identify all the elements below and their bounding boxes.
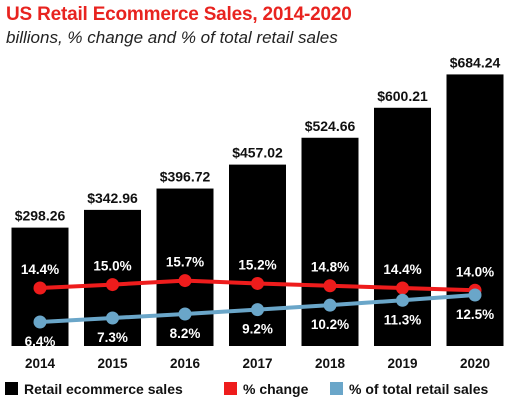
pct-of-total-point-2016: [178, 307, 192, 321]
chart-subtitle: billions, % change and % of total retail…: [6, 28, 338, 47]
pct-change-label-2019: 14.4%: [383, 262, 421, 277]
pct-of-total-point-2017: [251, 303, 264, 317]
x-tick-2015: 2015: [97, 356, 128, 371]
bar-2020: [446, 74, 504, 346]
bar-value-label-2019: $600.21: [377, 88, 428, 104]
x-tick-2016: 2016: [170, 356, 201, 371]
pct-of-total-point-2019: [396, 293, 409, 307]
legend-label-retail-sales: Retail ecommerce sales: [24, 381, 183, 397]
legend-swatch-pct-change: [224, 382, 237, 395]
legend-label-pct-change: % change: [243, 381, 309, 397]
bar-value-label-2014: $298.26: [15, 208, 66, 224]
bar-2015: [84, 209, 141, 346]
bar-2017: [229, 164, 286, 346]
legend-swatch-pct-of-total: [330, 382, 343, 395]
bar-value-label-2016: $396.72: [160, 169, 211, 185]
pct-of-total-label-2018: 10.2%: [311, 317, 349, 332]
pct-of-total-point-2014: [33, 315, 47, 329]
legend-swatch-retail-sales: [5, 382, 18, 395]
pct-change-label-2017: 15.2%: [238, 257, 276, 272]
pct-of-total-label-2016: 8.2%: [170, 326, 201, 341]
x-tick-2017: 2017: [242, 356, 272, 371]
pct-change-point-2016: [178, 274, 192, 288]
pct-of-total-label-2020: 12.5%: [456, 307, 494, 322]
pct-of-total-point-2018: [323, 298, 337, 312]
x-tick-2014: 2014: [25, 356, 56, 371]
pct-change-point-2017: [251, 276, 264, 290]
legend-label-pct-of-total: % of total retail sales: [349, 381, 488, 397]
bar-2019: [374, 107, 431, 347]
pct-change-label-2016: 15.7%: [166, 255, 204, 270]
pct-of-total-point-2020: [468, 288, 482, 302]
pct-of-total-label-2017: 9.2%: [242, 322, 273, 337]
pct-change-point-2018: [323, 279, 337, 293]
pct-change-label-2018: 14.8%: [311, 260, 349, 275]
bar-value-label-2020: $684.24: [450, 54, 501, 70]
pct-of-total-label-2014: 6.4%: [25, 334, 56, 349]
pct-of-total-label-2015: 7.3%: [97, 330, 128, 345]
pct-change-point-2019: [396, 281, 409, 295]
bar-value-label-2015: $342.96: [87, 190, 138, 206]
x-tick-2020: 2020: [460, 356, 490, 371]
bar-value-label-2018: $524.66: [305, 118, 356, 134]
x-tick-2019: 2019: [387, 356, 417, 371]
chart-title: US Retail Ecommerce Sales, 2014-2020: [6, 4, 352, 25]
pct-change-label-2020: 14.0%: [456, 264, 494, 279]
pct-change-point-2014: [33, 281, 47, 295]
bar-2018: [301, 137, 359, 346]
pct-change-point-2015: [106, 278, 119, 292]
pct-change-label-2014: 14.4%: [21, 262, 59, 277]
pct-of-total-point-2015: [106, 311, 119, 325]
bar-value-label-2017: $457.02: [232, 145, 283, 161]
x-tick-2018: 2018: [315, 356, 346, 371]
pct-of-total-label-2019: 11.3%: [384, 312, 422, 327]
pct-change-label-2015: 15.0%: [93, 259, 131, 274]
